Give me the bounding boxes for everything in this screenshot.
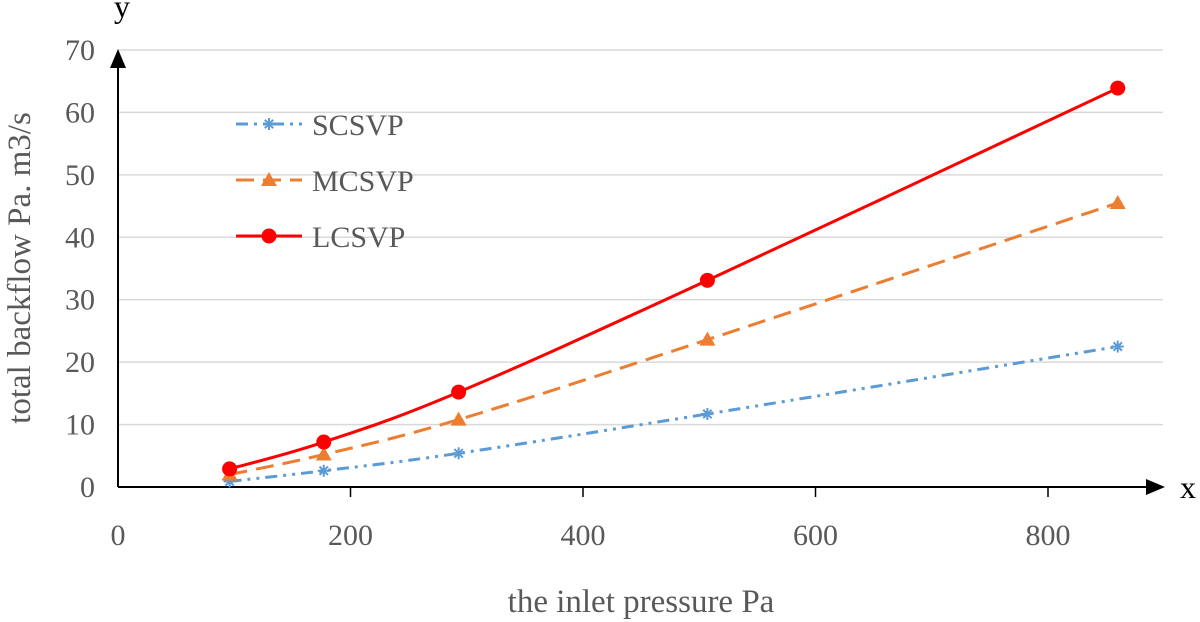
- legend-marker-lcsvp: [261, 228, 277, 244]
- y-tick-label: 0: [80, 471, 95, 504]
- y-tick-label: 40: [65, 221, 95, 254]
- y-axis-title: total backflow Pa. m3/s: [2, 112, 38, 424]
- x-tick-label: 400: [561, 519, 606, 552]
- series-line-lcsvp: [229, 86, 1119, 471]
- y-axis-arrow: [110, 49, 126, 68]
- legend-label-mcsvp: MCSVP: [312, 165, 414, 198]
- data-point-scsvp: [1111, 340, 1124, 353]
- legend-marker-mcsvp: [261, 172, 277, 186]
- x-tick-label: 200: [328, 519, 373, 552]
- data-point-mcsvp: [315, 446, 332, 461]
- x-tick-label: 800: [1026, 519, 1071, 552]
- y-tick-label: 50: [65, 159, 95, 192]
- series-line-scsvp: [229, 345, 1118, 483]
- data-point-mcsvp: [450, 411, 467, 426]
- data-series: [221, 80, 1126, 488]
- y-tick-label: 30: [65, 284, 95, 317]
- data-point-scsvp: [452, 447, 465, 460]
- x-axis-arrow: [1146, 479, 1165, 495]
- legend-label-scsvp: SCSVP: [312, 109, 404, 142]
- data-point-lcsvp: [451, 384, 467, 400]
- y-tick-label: 20: [65, 346, 95, 379]
- legend-item-scsvp: SCSVP: [236, 109, 404, 142]
- legend-item-lcsvp: LCSVP: [236, 221, 405, 254]
- x-tick-label: 0: [111, 519, 126, 552]
- data-point-lcsvp: [1110, 80, 1126, 96]
- series-scsvp: [223, 340, 1124, 488]
- data-point-lcsvp: [699, 272, 715, 288]
- legend-item-mcsvp: MCSVP: [236, 165, 414, 198]
- data-point-lcsvp: [316, 434, 332, 450]
- series-mcsvp: [221, 194, 1126, 481]
- series-lcsvp: [222, 80, 1126, 477]
- x-axis-letter: x: [1180, 469, 1196, 505]
- y-tick-labels: 0 10 20 30 40 50 60 70: [65, 34, 95, 504]
- legend-label-lcsvp: LCSVP: [312, 221, 405, 254]
- data-point-mcsvp: [699, 331, 716, 346]
- legend: SCSVP MCSVP LCSVP: [236, 109, 414, 254]
- y-tick-label: 70: [65, 34, 95, 67]
- x-tick-label: 600: [793, 519, 838, 552]
- legend-marker-scsvp: [263, 118, 275, 130]
- y-axis-letter: y: [114, 0, 130, 24]
- data-point-scsvp: [317, 464, 330, 477]
- data-point-scsvp: [701, 407, 714, 420]
- axes: x y: [110, 0, 1196, 505]
- y-tick-label: 10: [65, 409, 95, 442]
- x-tick-labels: 0 200 400 600 800: [111, 487, 1071, 552]
- data-point-mcsvp: [1109, 194, 1126, 209]
- y-tick-label: 60: [65, 96, 95, 129]
- data-point-lcsvp: [222, 461, 238, 477]
- x-axis-title: the inlet pressure Pa: [508, 584, 775, 620]
